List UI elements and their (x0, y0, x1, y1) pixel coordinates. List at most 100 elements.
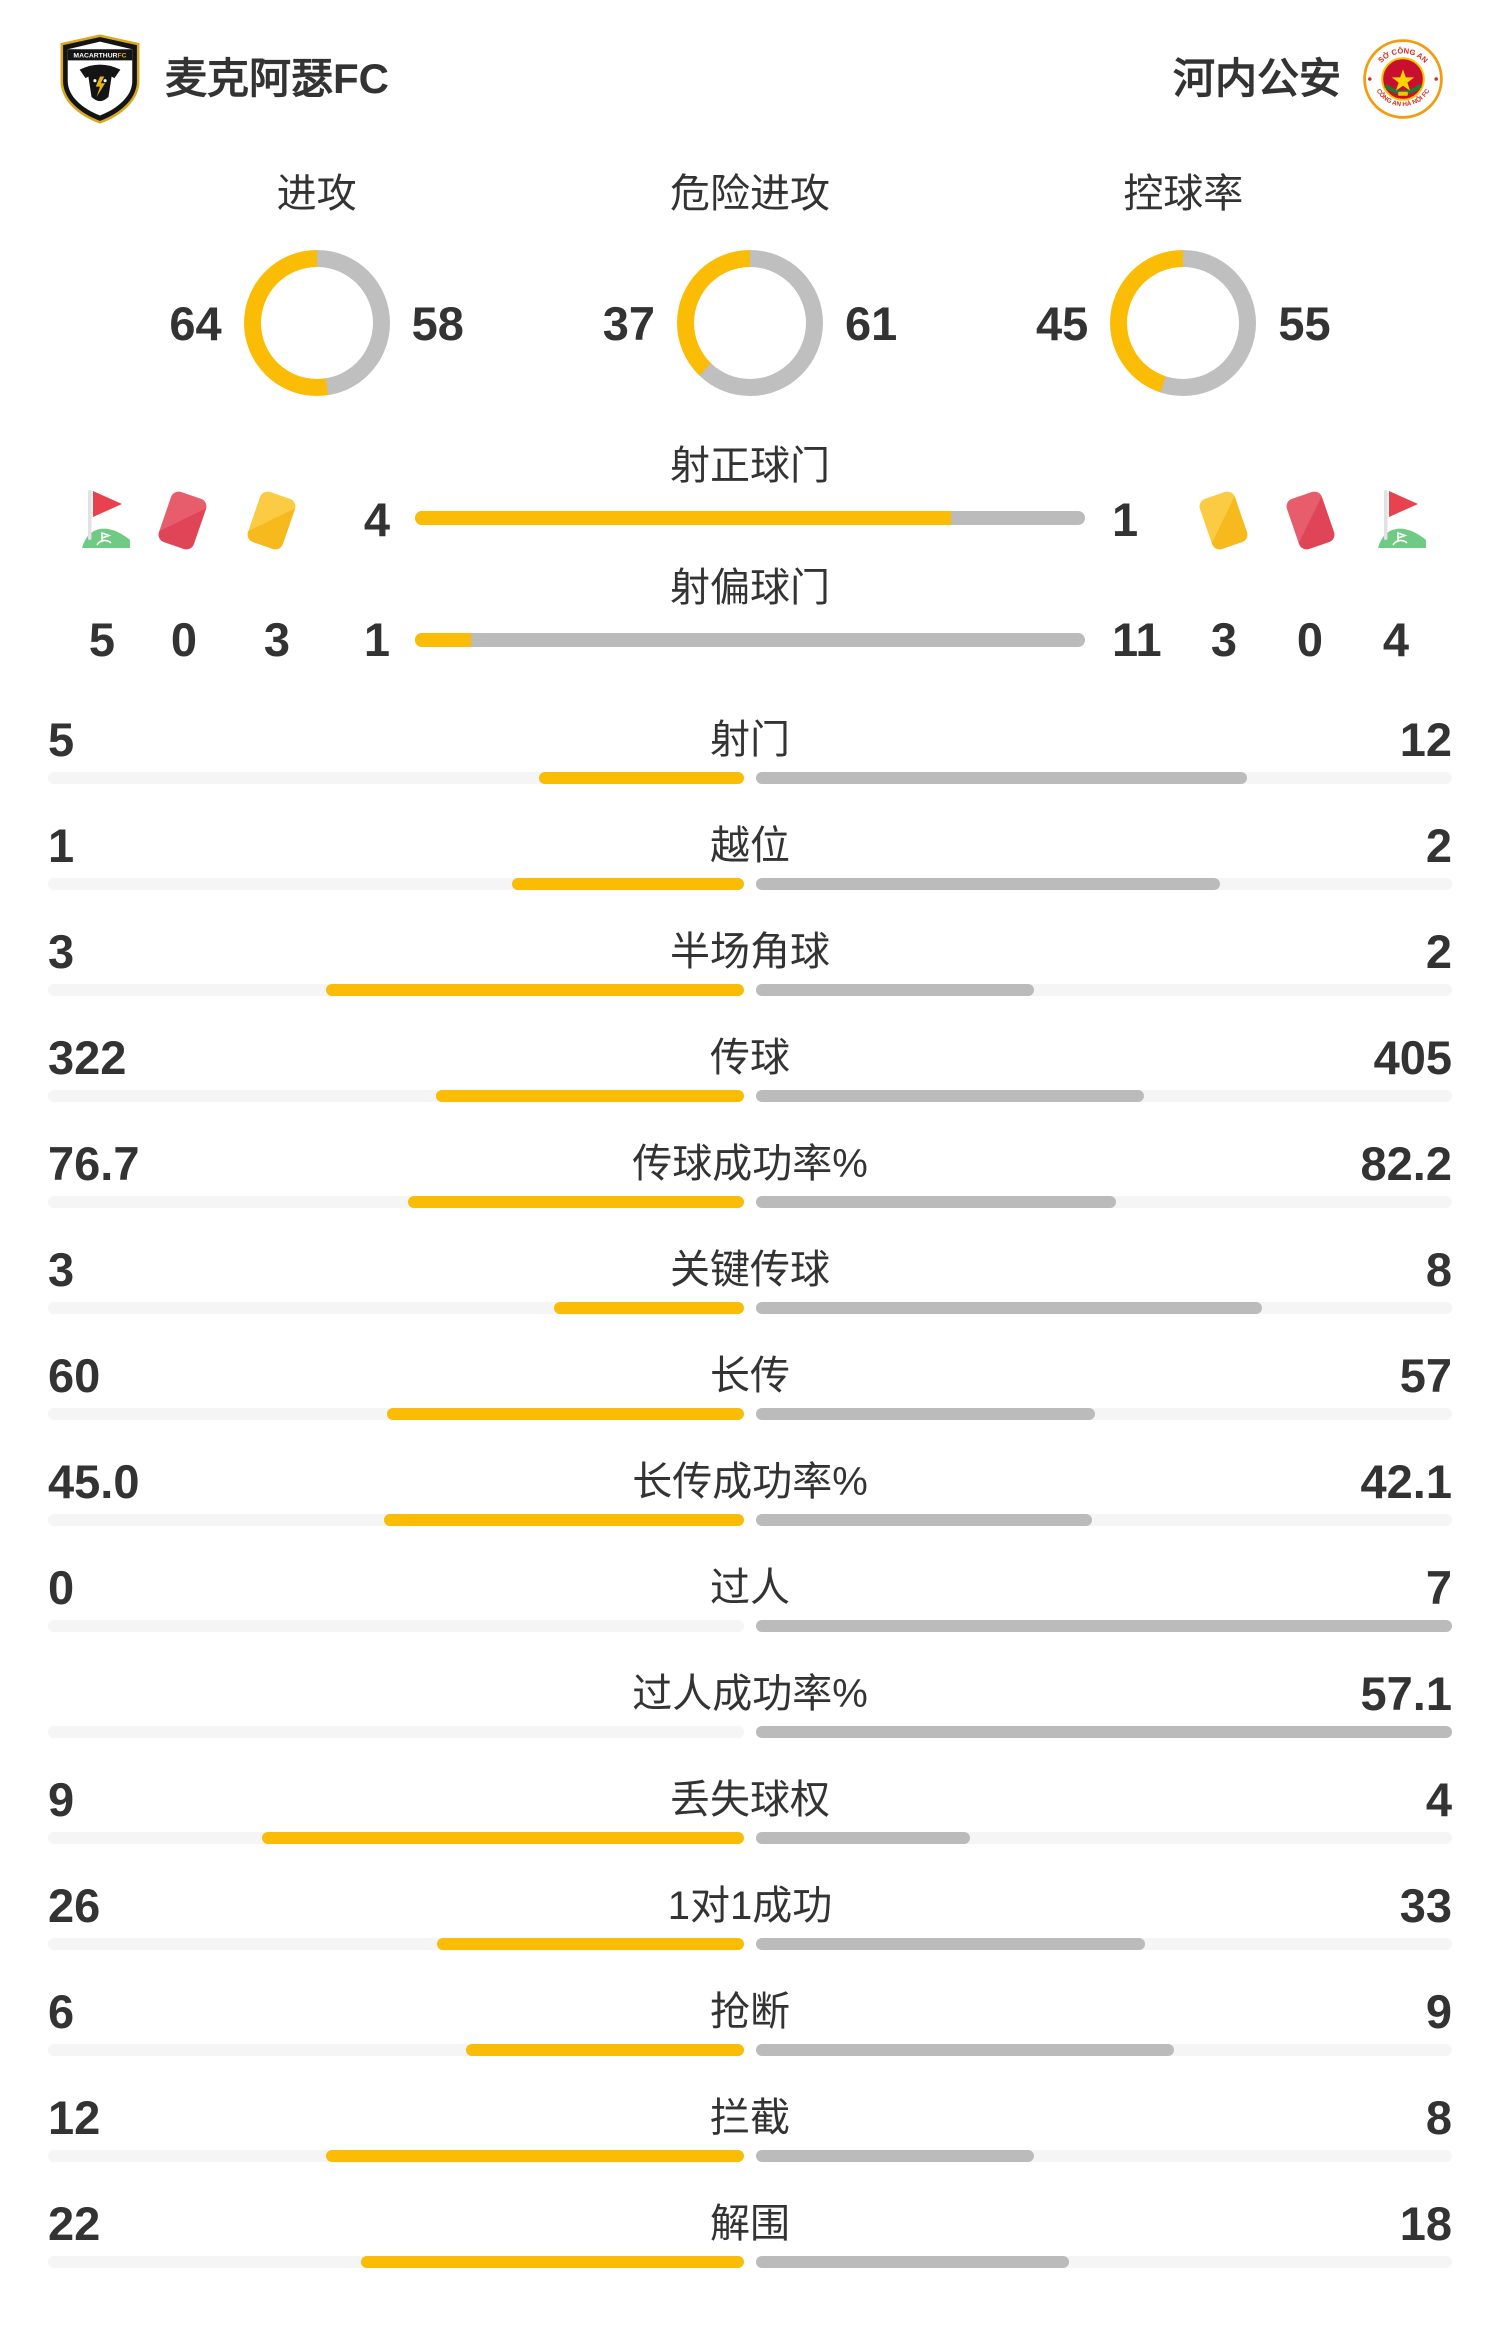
away-red-card-icon (1284, 489, 1337, 552)
donut-block: 进攻 64 58 (100, 170, 533, 396)
shots-off-target-row: 5 0 3 1 11 3 0 4 (0, 610, 1500, 670)
donut-label: 危险进攻 (669, 172, 830, 216)
home-team-logo-icon: MACARTHURFC (60, 34, 140, 124)
stat-home-bar (326, 2150, 744, 2162)
away-team-logo-icon: SỞ CÔNG AN CÔNG AN HÀ NỘI FC (1363, 39, 1443, 119)
stat-away-bar (756, 1832, 970, 1844)
stat-label: 传球成功率% (632, 1142, 868, 1186)
stat-away-track (756, 772, 1452, 784)
stat-home-track (48, 1408, 744, 1420)
away-red-cards-count: 0 (1296, 613, 1324, 666)
stat-label: 解围 (710, 2202, 790, 2246)
stat-label: 半场角球 (670, 930, 830, 974)
stat-label: 拦截 (710, 2096, 790, 2140)
donut-block: 危险进攻 37 61 (533, 170, 966, 396)
stat-home-value: 6 (48, 1985, 75, 2038)
stat-row: 12 拦截 8 (0, 2088, 1500, 2178)
stat-home-track (48, 2150, 744, 2162)
stat-home-track (48, 1938, 744, 1950)
stat-away-track (756, 1620, 1452, 1632)
donut-away-value: 55 (1278, 296, 1331, 350)
donut-label: 进攻 (276, 172, 357, 216)
stat-away-value: 82.2 (1360, 1137, 1452, 1190)
donut-label: 控球率 (1123, 172, 1244, 216)
stat-away-track (756, 1302, 1452, 1314)
stat-home-value: 26 (48, 1879, 101, 1932)
stat-label: 越位 (710, 824, 790, 868)
shots-off-target-home-value: 1 (363, 613, 390, 666)
shots-off-target-title: 射偏球门 (670, 566, 830, 610)
stat-home-value: 1 (48, 819, 75, 872)
stat-home-bar (384, 1514, 744, 1526)
donut-chart (676, 250, 823, 396)
shots-on-target-home-value: 4 (363, 493, 390, 546)
stat-home-bar (466, 2044, 744, 2056)
donut-home-value: 64 (169, 296, 222, 350)
stat-away-bar (756, 878, 1220, 890)
stat-away-value: 18 (1399, 2197, 1452, 2250)
shots-off-target-bar (415, 633, 1085, 647)
away-yellow-cards-count: 3 (1210, 613, 1238, 666)
stat-away-value: 57 (1399, 1349, 1452, 1402)
stat-home-bar (361, 2256, 744, 2268)
stat-home-value: 322 (48, 1031, 127, 1084)
stat-away-value: 8 (1425, 2091, 1452, 2144)
stat-row: 26 1对1成功 33 (0, 1876, 1500, 1966)
stat-home-bar (512, 878, 744, 890)
away-team-header[interactable]: SỞ CÔNG AN CÔNG AN HÀ NỘI FC 河内公安 (1173, 34, 1443, 124)
stat-home-bar (437, 1938, 744, 1950)
stat-away-bar (756, 772, 1247, 784)
shots-on-target-bar (415, 511, 1085, 525)
stat-row: 5 射门 12 (0, 710, 1500, 800)
stat-away-bar (756, 1302, 1262, 1314)
stat-home-value: 45.0 (48, 1455, 140, 1508)
stat-home-value: 3 (48, 1243, 75, 1296)
shots-off-target-away-value: 11 (1112, 613, 1162, 666)
stat-home-bar (408, 1196, 744, 1208)
stat-away-bar (756, 2044, 1174, 2056)
stat-away-value: 9 (1425, 1985, 1452, 2038)
stat-away-track (756, 878, 1452, 890)
stat-home-bar (262, 1832, 744, 1844)
stat-label: 长传 (710, 1354, 790, 1398)
stat-away-track (756, 1514, 1452, 1526)
home-team-name: 麦克阿瑟FC (165, 55, 389, 102)
stat-home-track (48, 1620, 744, 1632)
stat-home-track (48, 772, 744, 784)
stat-home-value: 60 (48, 1349, 101, 1402)
stat-home-track (48, 1726, 744, 1738)
stat-away-bar (756, 1726, 1452, 1738)
donut-home-value: 37 (602, 296, 655, 350)
stat-away-bar (756, 1408, 1095, 1420)
donut-away-value: 61 (844, 296, 898, 350)
stat-home-value: 9 (48, 1773, 75, 1826)
stat-away-track (756, 2044, 1452, 2056)
stat-away-bar (756, 1196, 1116, 1208)
stat-home-track (48, 1514, 744, 1526)
stat-home-track (48, 984, 744, 996)
stat-row: 1 越位 2 (0, 816, 1500, 906)
stat-away-bar (756, 2150, 1034, 2162)
home-team-header[interactable]: MACARTHURFC 麦克阿瑟FC (57, 34, 389, 124)
stat-away-track (756, 1408, 1452, 1420)
home-red-cards-count: 0 (170, 613, 198, 666)
stat-away-track (756, 1938, 1452, 1950)
stat-label: 丢失球权 (670, 1778, 830, 1822)
stat-home-value: 12 (48, 2091, 101, 2144)
away-corner-flag-icon (1378, 490, 1426, 548)
stat-home-track (48, 1090, 744, 1102)
away-team-name: 河内公安 (1172, 55, 1341, 102)
stat-away-track (756, 2150, 1452, 2162)
stat-row: 9 丢失球权 4 (0, 1770, 1500, 1860)
stat-home-track (48, 1302, 744, 1314)
stat-row: 22 解围 18 (0, 2194, 1500, 2284)
stat-row: 6 抢断 9 (0, 1982, 1500, 2072)
stat-away-track (756, 2256, 1452, 2268)
stat-away-track (756, 984, 1452, 996)
shots-on-target-away-value: 1 (1112, 493, 1139, 546)
stat-away-bar (756, 1620, 1452, 1632)
home-red-card-icon (156, 489, 209, 552)
stat-row: 3 关键传球 8 (0, 1240, 1500, 1330)
stat-home-bar (326, 984, 744, 996)
